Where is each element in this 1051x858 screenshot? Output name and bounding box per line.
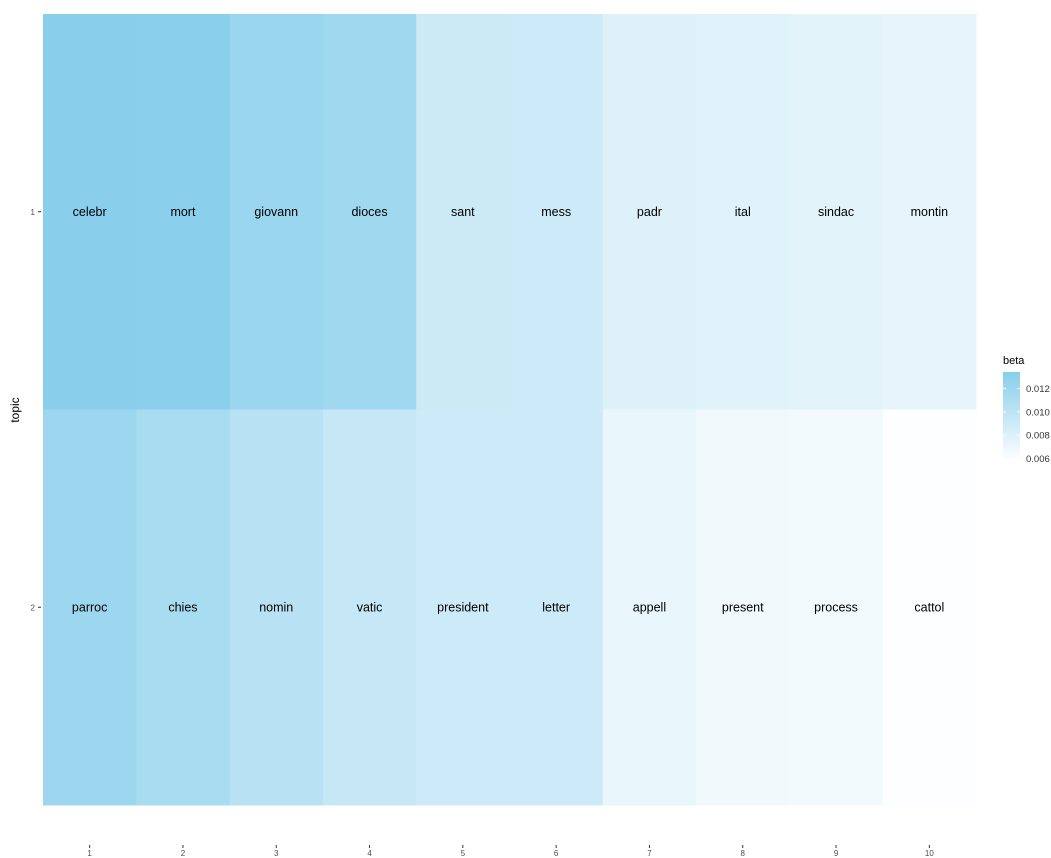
- heatmap-cell: [602, 14, 697, 410]
- cell-label: cattol: [914, 600, 944, 614]
- y-axis: 12: [31, 208, 41, 612]
- cell-label: sindac: [818, 205, 854, 219]
- cell-label: giovann: [254, 205, 298, 219]
- y-tick-label: 2: [31, 603, 36, 612]
- x-tick-label: 1: [87, 849, 92, 858]
- heatmap-cells: [43, 14, 977, 806]
- cell-label: mort: [170, 205, 196, 219]
- x-tick-label: 7: [647, 849, 652, 858]
- cell-label: parroc: [72, 600, 107, 614]
- heatmap-cell: [43, 14, 137, 410]
- heatmap-cell: [789, 409, 884, 806]
- heatmap-cell: [882, 14, 977, 410]
- heatmap-cell: [136, 14, 231, 410]
- heatmap-cell: [602, 409, 697, 806]
- legend-ticks: 0.006 0.008 0.010 0.012: [1003, 384, 1050, 465]
- x-tick-label: 3: [274, 849, 279, 858]
- cell-label: present: [722, 600, 764, 614]
- x-tick-label: 2: [181, 849, 186, 858]
- heatmap-cell: [882, 409, 977, 806]
- x-tick-label: 5: [461, 849, 466, 858]
- x-tick-label: 10: [925, 849, 934, 858]
- x-tick-label: 9: [834, 849, 839, 858]
- heatmap-cell: [696, 409, 790, 806]
- x-tick-label: 4: [367, 849, 372, 858]
- legend-tick-label: 0.012: [1026, 384, 1050, 395]
- heatmap-cell: [416, 409, 510, 806]
- heatmap-cell: [789, 14, 884, 410]
- legend: beta 0.006 0.008 0.010 0.012: [1003, 355, 1050, 465]
- heatmap-cell: [229, 14, 324, 410]
- heatmap-cell: [43, 409, 137, 806]
- heatmap-cell: [696, 14, 790, 410]
- heatmap-cell: [322, 14, 417, 410]
- legend-title: beta: [1003, 355, 1025, 367]
- cell-label: chies: [168, 600, 197, 614]
- y-axis-title: topic: [8, 397, 22, 422]
- cell-label: letter: [542, 600, 570, 614]
- heatmap-cell: [509, 409, 604, 806]
- legend-tick-label: 0.006: [1026, 454, 1050, 465]
- cell-label: sant: [451, 205, 475, 219]
- heatmap-cell: [416, 14, 510, 410]
- cell-label: mess: [541, 205, 571, 219]
- x-tick-label: 6: [554, 849, 559, 858]
- legend-tick-label: 0.008: [1026, 431, 1050, 442]
- heatmap-cell: [229, 409, 324, 806]
- x-tick-label: 8: [741, 849, 746, 858]
- cell-label: appell: [633, 600, 666, 614]
- y-tick-label: 1: [31, 208, 36, 217]
- cell-labels: celebr mort giovann dioces sant mess padr ital s…: [72, 205, 948, 615]
- heatmap-cell: [322, 409, 417, 806]
- legend-colorbar: [1003, 372, 1020, 461]
- cell-label: celebr: [73, 205, 107, 219]
- cell-label: nomin: [259, 600, 293, 614]
- cell-label: padr: [637, 205, 662, 219]
- heatmap-cell: [509, 14, 604, 410]
- cell-label: vatic: [357, 600, 383, 614]
- cell-label: montin: [911, 205, 949, 219]
- cell-label: ital: [735, 205, 751, 219]
- cell-label: president: [437, 600, 489, 614]
- cell-label: process: [814, 600, 858, 614]
- cell-label: dioces: [351, 205, 387, 219]
- x-axis: 1 2 3 4 5 6 7 8 9 10: [87, 845, 934, 858]
- heatmap-cell: [136, 409, 231, 806]
- legend-tick-label: 0.010: [1026, 407, 1050, 418]
